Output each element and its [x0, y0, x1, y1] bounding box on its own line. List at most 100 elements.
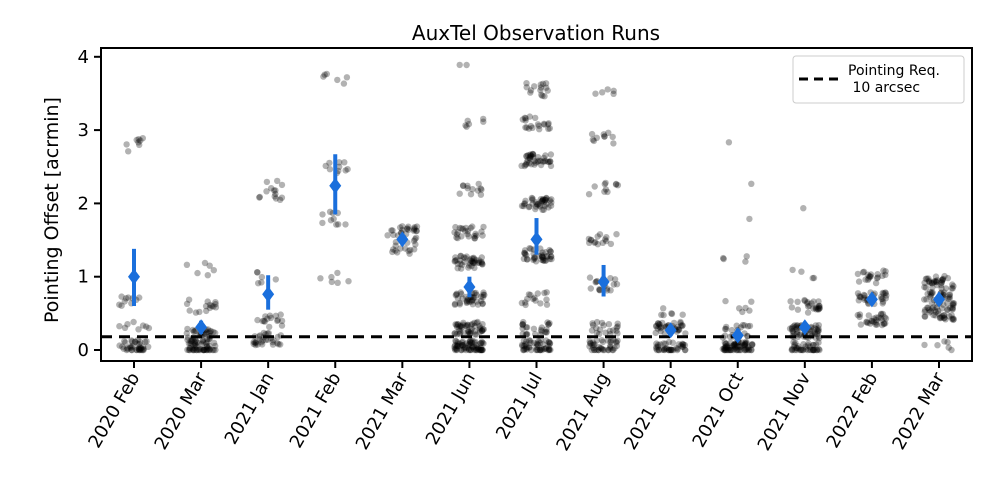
data-point — [454, 228, 462, 236]
data-point — [722, 325, 730, 333]
data-point — [722, 343, 729, 350]
data-point — [473, 291, 480, 299]
data-point — [654, 343, 662, 350]
data-point — [520, 346, 528, 354]
data-point — [730, 346, 737, 354]
data-point — [193, 346, 200, 354]
data-point — [197, 345, 204, 352]
data-point — [679, 311, 686, 318]
data-point — [411, 246, 418, 253]
data-point — [520, 202, 527, 210]
data-point — [478, 297, 485, 305]
data-point — [938, 278, 945, 286]
data-point — [184, 334, 192, 341]
data-point — [593, 346, 600, 354]
data-point — [471, 319, 478, 326]
data-point — [543, 194, 550, 202]
data-point — [466, 338, 473, 345]
data-point — [929, 289, 936, 296]
data-point — [815, 333, 822, 340]
data-point — [116, 342, 123, 349]
data-point — [521, 250, 528, 257]
data-point — [519, 116, 526, 123]
data-point — [721, 344, 728, 352]
data-point — [523, 324, 530, 331]
data-point — [806, 343, 814, 350]
data-point — [523, 344, 531, 351]
data-point — [539, 253, 546, 261]
data-point — [604, 188, 611, 196]
data-point — [190, 346, 197, 354]
data-point — [547, 253, 555, 260]
data-point — [467, 346, 474, 354]
data-point — [527, 151, 534, 158]
data-point — [863, 318, 870, 325]
data-point — [266, 323, 273, 331]
data-point — [810, 342, 817, 349]
data-point — [530, 154, 537, 161]
data-point — [458, 346, 465, 354]
data-point — [326, 159, 333, 167]
data-point — [276, 196, 284, 203]
data-point — [474, 259, 482, 266]
data-point — [607, 240, 615, 248]
data-point — [263, 188, 270, 195]
data-point — [868, 317, 876, 325]
data-point — [521, 250, 529, 258]
data-point — [467, 257, 475, 265]
data-point — [454, 265, 461, 272]
data-point — [469, 301, 476, 308]
data-point — [458, 265, 465, 272]
data-point — [922, 284, 930, 291]
data-point — [541, 257, 549, 264]
data-point — [594, 233, 601, 240]
data-point — [587, 236, 595, 244]
data-point — [269, 338, 276, 346]
data-point — [926, 289, 934, 296]
data-point — [454, 339, 461, 346]
data-point — [537, 84, 545, 91]
data-point — [930, 311, 937, 319]
data-point — [788, 346, 795, 354]
data-point — [184, 336, 191, 343]
data-point — [136, 340, 143, 348]
data-point — [946, 295, 953, 302]
data-point — [184, 346, 191, 353]
data-point — [928, 289, 935, 296]
data-point — [864, 276, 872, 283]
data-point — [586, 274, 594, 281]
data-point — [134, 340, 141, 347]
data-point — [938, 276, 946, 284]
data-point — [542, 197, 549, 204]
data-point — [537, 326, 545, 334]
data-point — [879, 298, 887, 305]
data-point — [471, 259, 478, 266]
data-point — [518, 341, 526, 349]
data-point — [542, 337, 550, 344]
data-point — [465, 264, 472, 271]
data-point — [343, 74, 351, 81]
data-point — [865, 312, 872, 319]
data-point — [867, 320, 874, 327]
data-point — [480, 340, 487, 347]
mean-marker — [933, 291, 945, 308]
data-point — [470, 259, 477, 267]
data-point — [456, 327, 463, 334]
data-point — [544, 121, 552, 128]
data-point — [667, 346, 674, 354]
data-point — [742, 340, 749, 348]
data-point — [272, 190, 279, 198]
data-point — [928, 279, 936, 287]
data-point — [212, 299, 219, 306]
data-point — [743, 253, 750, 260]
data-point — [855, 297, 862, 304]
data-point — [394, 249, 401, 256]
data-point — [930, 304, 937, 311]
data-point — [596, 231, 604, 238]
data-point — [728, 346, 735, 354]
data-point — [722, 344, 730, 352]
data-point — [939, 276, 947, 283]
data-point — [587, 340, 594, 347]
data-point — [525, 344, 532, 351]
data-point — [793, 328, 801, 335]
